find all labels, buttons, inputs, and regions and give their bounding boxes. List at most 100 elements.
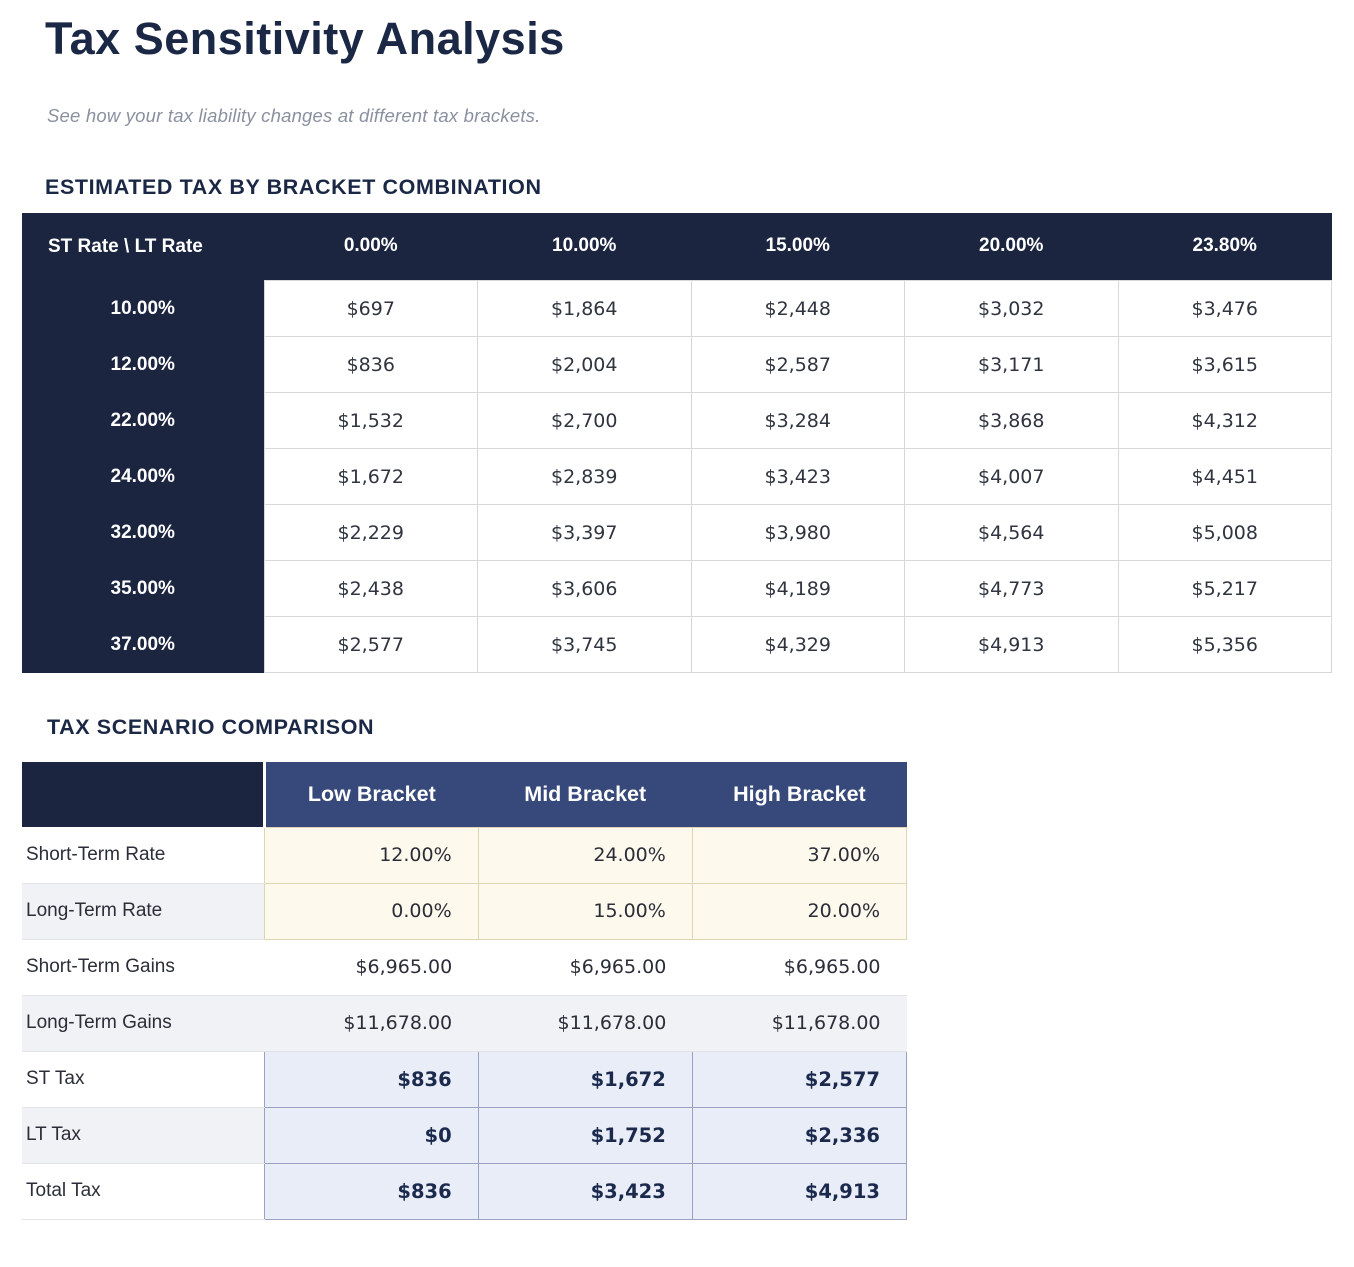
- bracket-tax-cell: $3,284: [690, 392, 905, 449]
- scenario-plain-cell: $6,965.00: [692, 939, 907, 996]
- bracket-col-header: 0.00%: [264, 212, 478, 281]
- bracket-corner-label: ST Rate \ LT Rate: [22, 212, 264, 281]
- scenario-row: Short-Term Rate 12.00% 24.00% 37.00%: [22, 826, 908, 884]
- scenario-result-cell: $836: [263, 1162, 479, 1220]
- scenario-result-cell: $1,672: [477, 1050, 693, 1108]
- bracket-tax-cell: $3,606: [477, 560, 692, 617]
- scenario-section-title: TAX SCENARIO COMPARISON: [47, 715, 375, 739]
- scenario-plain-cell: $6,965.00: [478, 939, 693, 996]
- bracket-row: 37.00% $2,577 $3,745 $4,329 $4,913 $5,356: [22, 616, 1332, 673]
- scenario-row: Short-Term Gains $6,965.00 $6,965.00 $6,965…: [22, 939, 907, 996]
- scenario-input-cell[interactable]: 15.00%: [477, 882, 693, 940]
- bracket-row: 32.00% $2,229 $3,397 $3,980 $4,564 $5,008: [22, 504, 1332, 561]
- scenario-row: Long-Term Gains $11,678.00 $11,678.00 $11,6…: [22, 995, 907, 1052]
- page: Tax Sensitivity Analysis See how your ta…: [0, 14, 1354, 1267]
- bracket-tax-cell: $4,189: [690, 560, 905, 617]
- bracket-tax-cell: $4,773: [904, 560, 1119, 617]
- scenario-row-label: Short-Term Gains: [22, 939, 264, 996]
- bracket-tax-cell: $5,217: [1117, 560, 1332, 617]
- bracket-tax-cell: $2,229: [263, 504, 478, 561]
- bracket-tax-cell: $2,438: [263, 560, 478, 617]
- bracket-tax-cell: $2,004: [477, 336, 692, 393]
- bracket-tax-cell: $5,008: [1117, 504, 1332, 561]
- scenario-row-label: Long-Term Gains: [22, 995, 264, 1052]
- bracket-tax-cell: $697: [263, 280, 478, 337]
- bracket-tax-cell: $3,397: [477, 504, 692, 561]
- bracket-row-label: 24.00%: [22, 448, 264, 505]
- scenario-plain-cell: $6,965.00: [264, 939, 479, 996]
- scenario-input-cell[interactable]: 37.00%: [691, 826, 908, 884]
- bracket-row: 35.00% $2,438 $3,606 $4,189 $4,773 $5,217: [22, 560, 1332, 617]
- scenario-row-label: Short-Term Rate: [22, 827, 264, 884]
- bracket-tax-cell: $3,980: [690, 504, 905, 561]
- bracket-tax-cell: $4,913: [904, 616, 1119, 673]
- scenario-result-cell: $4,913: [691, 1162, 908, 1220]
- scenario-row-label: LT Tax: [22, 1107, 264, 1164]
- bracket-row-label: 37.00%: [22, 616, 264, 673]
- scenario-col-header: Mid Bracket: [478, 762, 693, 827]
- bracket-col-header: 23.80%: [1118, 212, 1332, 281]
- scenario-result-cell: $2,577: [691, 1050, 908, 1108]
- bracket-tax-cell: $1,532: [263, 392, 478, 449]
- bracket-tax-cell: $1,864: [477, 280, 692, 337]
- scenario-input-cell[interactable]: 24.00%: [477, 826, 693, 884]
- bracket-row: 10.00% $697 $1,864 $2,448 $3,032 $3,476: [22, 280, 1332, 337]
- scenario-header-row: Low Bracket Mid Bracket High Bracket: [22, 762, 907, 827]
- bracket-tax-cell: $4,564: [904, 504, 1119, 561]
- bracket-col-header: 10.00%: [477, 212, 691, 281]
- scenario-col-header: High Bracket: [692, 762, 907, 827]
- bracket-tax-cell: $3,745: [477, 616, 692, 673]
- scenario-plain-cell: $11,678.00: [478, 995, 693, 1052]
- bracket-tax-cell: $4,329: [690, 616, 905, 673]
- bracket-col-header: 15.00%: [691, 212, 905, 281]
- scenario-row: Long-Term Rate 0.00% 15.00% 20.00%: [22, 882, 908, 940]
- bracket-header-row: ST Rate \ LT Rate 0.00% 10.00% 15.00% 20.00…: [22, 212, 1332, 281]
- bracket-tax-cell: $3,615: [1117, 336, 1332, 393]
- bracket-tax-cell: $3,868: [904, 392, 1119, 449]
- scenario-result-cell: $2,336: [691, 1106, 908, 1164]
- scenario-row-label: Total Tax: [22, 1163, 264, 1220]
- bracket-tax-cell: $3,171: [904, 336, 1119, 393]
- scenario-input-cell[interactable]: 12.00%: [263, 826, 479, 884]
- bracket-combination-table: ST Rate \ LT Rate 0.00% 10.00% 15.00% 20.00…: [22, 212, 1332, 673]
- bracket-row-label: 32.00%: [22, 504, 264, 561]
- bracket-tax-cell: $2,448: [690, 280, 905, 337]
- bracket-row-label: 22.00%: [22, 392, 264, 449]
- bracket-tax-cell: $4,312: [1117, 392, 1332, 449]
- scenario-input-cell[interactable]: 0.00%: [263, 882, 479, 940]
- bracket-row: 24.00% $1,672 $2,839 $3,423 $4,007 $4,451: [22, 448, 1332, 505]
- bracket-tax-cell: $5,356: [1117, 616, 1332, 673]
- page-title: Tax Sensitivity Analysis: [45, 13, 565, 64]
- bracket-row: 12.00% $836 $2,004 $2,587 $3,171 $3,615: [22, 336, 1332, 393]
- bracket-tax-cell: $836: [263, 336, 478, 393]
- scenario-plain-cell: $11,678.00: [264, 995, 479, 1052]
- bracket-tax-cell: $2,700: [477, 392, 692, 449]
- scenario-result-cell: $1,752: [477, 1106, 693, 1164]
- scenario-input-cell[interactable]: 20.00%: [691, 882, 908, 940]
- bracket-tax-cell: $3,423: [690, 448, 905, 505]
- bracket-col-header: 20.00%: [904, 212, 1118, 281]
- scenario-row-label: Long-Term Rate: [22, 883, 264, 940]
- bracket-tax-cell: $2,577: [263, 616, 478, 673]
- scenario-row: Total Tax $836 $3,423 $4,913: [22, 1162, 908, 1220]
- scenario-row: LT Tax $0 $1,752 $2,336: [22, 1106, 908, 1164]
- scenario-col-header: Low Bracket: [264, 762, 479, 827]
- bracket-tax-cell: $3,476: [1117, 280, 1332, 337]
- bracket-tax-cell: $2,587: [690, 336, 905, 393]
- scenario-row-label: ST Tax: [22, 1051, 264, 1108]
- scenario-result-cell: $0: [263, 1106, 479, 1164]
- scenario-plain-cell: $11,678.00: [692, 995, 907, 1052]
- scenario-result-cell: $3,423: [477, 1162, 693, 1220]
- bracket-row-label: 10.00%: [22, 280, 264, 337]
- bracket-tax-cell: $3,032: [904, 280, 1119, 337]
- page-subtitle: See how your tax liability changes at di…: [47, 104, 541, 126]
- bracket-tax-cell: $2,839: [477, 448, 692, 505]
- bracket-row-label: 12.00%: [22, 336, 264, 393]
- scenario-row: ST Tax $836 $1,672 $2,577: [22, 1050, 908, 1108]
- bracket-row-label: 35.00%: [22, 560, 264, 617]
- scenario-result-cell: $836: [263, 1050, 479, 1108]
- bracket-section-title: ESTIMATED TAX BY BRACKET COMBINATION: [45, 174, 542, 199]
- scenario-corner-cell: [22, 762, 266, 827]
- bracket-tax-cell: $4,007: [904, 448, 1119, 505]
- bracket-tax-cell: $1,672: [263, 448, 478, 505]
